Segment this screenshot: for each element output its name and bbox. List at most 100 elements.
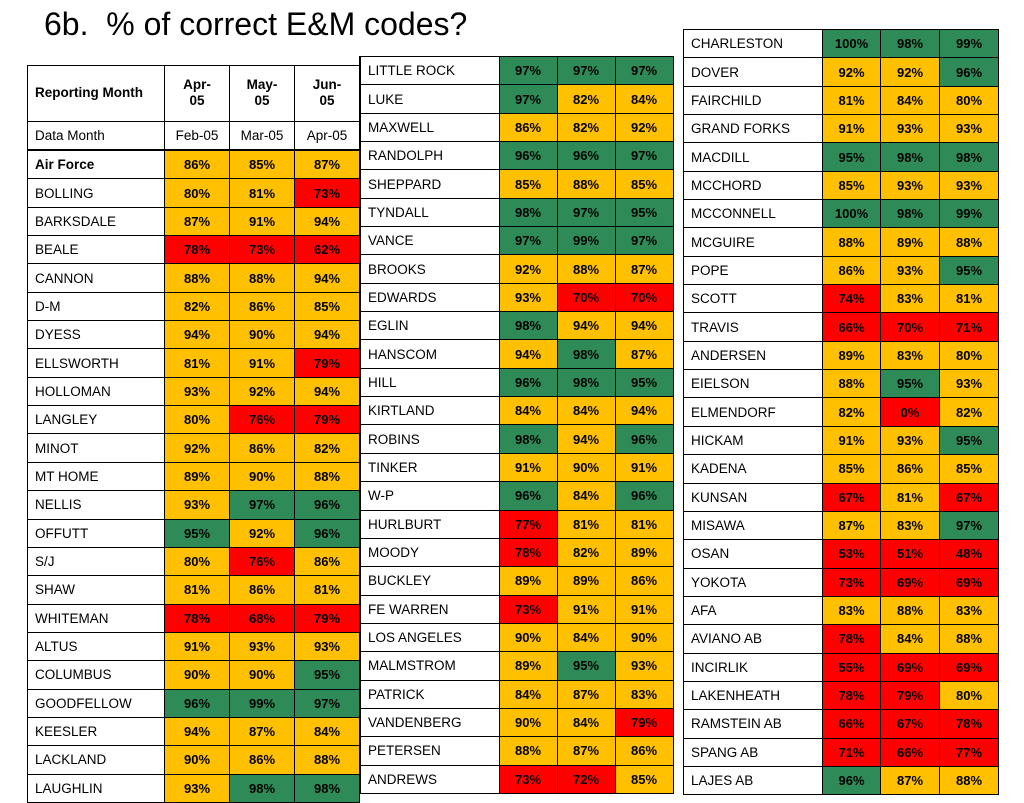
- percent-cell: 93%: [498, 282, 558, 313]
- base-name: ANDREWS: [359, 764, 500, 794]
- base-name: POPE: [683, 255, 823, 286]
- base-name: LAJES AB: [683, 765, 823, 796]
- percent-cell: 91%: [229, 348, 295, 378]
- percent-cell: 0%: [880, 397, 940, 427]
- percent-cell: 86%: [164, 149, 230, 180]
- percent-cell: 76%: [229, 546, 295, 577]
- base-name: LOS ANGELES: [359, 622, 500, 653]
- base-table-3: CHARLESTON 100% 98% 99% DOVER 92% 92% 96% FAIRCH…: [683, 28, 999, 796]
- percent-cell: 89%: [822, 340, 881, 371]
- percent-cell: 90%: [229, 461, 295, 492]
- percent-cell: 98%: [294, 773, 360, 803]
- table-row: POPE 86% 93% 95%: [683, 255, 999, 286]
- percent-cell: 96%: [164, 688, 230, 718]
- base-name: VANCE: [359, 226, 500, 256]
- percent-cell: 74%: [822, 284, 881, 314]
- percent-cell: 81%: [294, 575, 360, 605]
- percent-cell: 66%: [880, 737, 940, 767]
- percent-cell: 85%: [229, 149, 295, 180]
- table-row: AFA 83% 88% 83%: [683, 595, 999, 626]
- base-name: LUKE: [359, 84, 500, 114]
- table-row: CHARLESTON 100% 98% 99%: [683, 28, 999, 59]
- percent-cell: 89%: [498, 651, 558, 681]
- base-name: MT HOME: [27, 461, 165, 492]
- table-row: KEESLER 94% 87% 84%: [27, 716, 360, 747]
- percent-cell: 83%: [939, 595, 999, 626]
- percent-cell: 81%: [939, 284, 999, 314]
- percent-cell: 94%: [294, 320, 360, 350]
- percent-cell: 89%: [556, 566, 616, 596]
- percent-cell: 71%: [822, 737, 881, 767]
- percent-cell: 97%: [939, 510, 999, 541]
- table-row: DOVER 92% 92% 96%: [683, 57, 999, 87]
- percent-cell: 86%: [229, 575, 295, 605]
- base-name: BROOKS: [359, 254, 500, 284]
- percent-cell: 92%: [229, 518, 295, 548]
- table-row: WHITEMAN 78% 68% 79%: [27, 603, 360, 633]
- base-name: SHAW: [27, 575, 165, 605]
- table-row: HILL 96% 98% 95%: [359, 367, 674, 398]
- base-name: HILL: [359, 367, 500, 398]
- percent-cell: 90%: [229, 320, 295, 350]
- base-name: INCIRLIK: [683, 652, 823, 682]
- percent-cell: 91%: [498, 452, 558, 483]
- percent-cell: 67%: [822, 482, 881, 512]
- percent-cell: 90%: [164, 660, 230, 690]
- percent-cell: 92%: [614, 112, 674, 143]
- percent-cell: 77%: [939, 737, 999, 767]
- percent-cell: 93%: [164, 773, 230, 803]
- base-name: GOODFELLOW: [27, 688, 165, 718]
- percent-cell: 88%: [939, 624, 999, 654]
- percent-cell: 53%: [822, 539, 881, 569]
- data-month-label: Data Month: [27, 120, 165, 151]
- base-name: EGLIN: [359, 311, 500, 341]
- percent-cell: 91%: [614, 594, 674, 624]
- percent-cell: 98%: [556, 339, 616, 369]
- base-name: MCCHORD: [683, 170, 823, 201]
- percent-cell: 96%: [498, 367, 558, 398]
- percent-cell: 97%: [498, 84, 558, 114]
- percent-cell: 80%: [164, 178, 230, 208]
- percent-cell: 85%: [614, 764, 674, 794]
- percent-cell: 73%: [822, 567, 881, 597]
- percent-cell: 88%: [294, 745, 360, 775]
- table-row: VANCE 97% 99% 97%: [359, 226, 674, 256]
- base-name: BOLLING: [27, 178, 165, 208]
- table-row: MCGUIRE 88% 89% 88%: [683, 227, 999, 257]
- percent-cell: 68%: [229, 603, 295, 633]
- page-title: 6b. % of correct E&M codes?: [44, 6, 468, 42]
- base-name: W-P: [359, 481, 500, 511]
- table-row: GRAND FORKS 91% 93% 93%: [683, 114, 999, 144]
- percent-cell: 91%: [614, 452, 674, 483]
- table-row: PATRICK 84% 87% 83%: [359, 679, 674, 709]
- table-row: MOODY 78% 82% 89%: [359, 537, 674, 568]
- percent-cell: 85%: [498, 169, 558, 199]
- percent-cell: 88%: [939, 765, 999, 796]
- base-name: BEALE: [27, 235, 165, 265]
- percent-cell: 79%: [294, 405, 360, 435]
- base-name: TYNDALL: [359, 197, 500, 228]
- percent-cell: 88%: [822, 227, 881, 257]
- percent-cell: 92%: [164, 433, 230, 463]
- reporting-month-row: Reporting Month Apr- 05 May- 05 Jun- 05: [27, 65, 360, 122]
- percent-cell: 90%: [614, 622, 674, 653]
- percent-cell: 55%: [822, 652, 881, 682]
- table-row: MACDILL 95% 98% 98%: [683, 142, 999, 172]
- percent-cell: 86%: [498, 112, 558, 143]
- percent-cell: 82%: [164, 291, 230, 322]
- percent-cell: 87%: [556, 736, 616, 766]
- percent-cell: 82%: [556, 84, 616, 114]
- table-row: ROBINS 98% 94% 96%: [359, 424, 674, 454]
- percent-cell: 82%: [556, 537, 616, 568]
- table-row: LITTLE ROCK 97% 97% 97%: [359, 55, 674, 86]
- table-row: AVIANO AB 78% 84% 88%: [683, 624, 999, 654]
- table-row: ELLSWORTH 81% 91% 79%: [27, 348, 360, 378]
- percent-cell: 81%: [556, 509, 616, 539]
- table-row: TYNDALL 98% 97% 95%: [359, 197, 674, 228]
- percent-cell: 93%: [880, 114, 940, 144]
- base-table-2: LITTLE ROCK 97% 97% 97% LUKE 97% 82% 84% MAXWELL…: [359, 55, 674, 794]
- percent-cell: 81%: [880, 482, 940, 512]
- percent-cell: 97%: [556, 197, 616, 228]
- percent-cell: 66%: [822, 709, 881, 739]
- percent-cell: 86%: [614, 736, 674, 766]
